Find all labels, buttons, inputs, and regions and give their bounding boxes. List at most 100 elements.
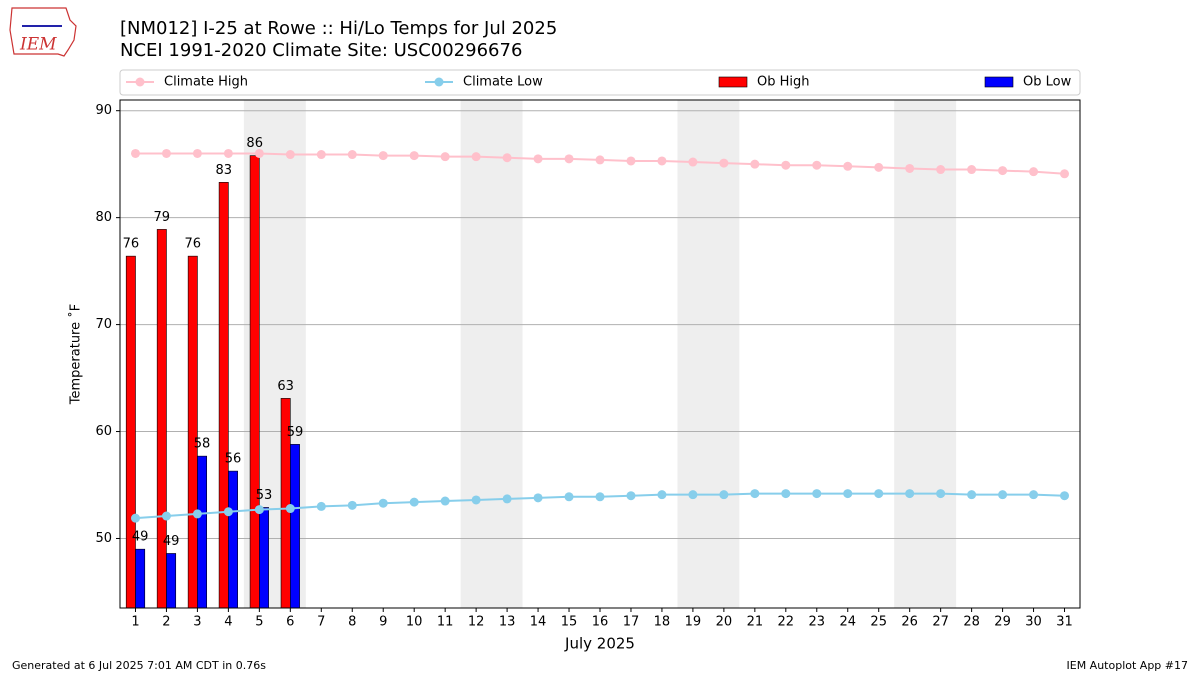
point	[285, 504, 295, 514]
y-tick-label: 50	[95, 531, 112, 546]
point	[223, 148, 233, 158]
data-label: 56	[225, 452, 242, 467]
bar	[187, 255, 198, 609]
data-label: 76	[123, 237, 140, 252]
x-tick-label: 3	[193, 615, 201, 630]
logo-text: IEM	[19, 35, 57, 55]
point	[595, 492, 605, 502]
y-tick-label: 70	[95, 317, 112, 332]
point	[781, 160, 791, 170]
point	[626, 156, 636, 166]
x-tick-label: 26	[901, 615, 918, 630]
point	[781, 489, 791, 499]
x-tick-label: 18	[654, 615, 671, 630]
y-tick-label: 90	[95, 103, 112, 118]
bar	[228, 470, 238, 609]
point	[626, 491, 636, 501]
bar	[290, 444, 300, 609]
point	[967, 165, 977, 175]
point	[347, 500, 357, 510]
point	[502, 153, 512, 163]
point	[1060, 491, 1070, 501]
x-tick-label: 10	[406, 615, 423, 630]
x-tick-label: 16	[592, 615, 609, 630]
x-tick-label: 9	[379, 615, 387, 630]
x-tick-label: 25	[870, 615, 887, 630]
legend-label: Climate Low	[463, 75, 543, 90]
x-tick-label: 13	[499, 615, 516, 630]
y-tick-label: 80	[95, 210, 112, 225]
point	[843, 161, 853, 171]
x-tick-label: 14	[530, 615, 547, 630]
data-label: 79	[154, 210, 171, 225]
point	[192, 509, 202, 519]
data-label: 59	[287, 425, 304, 440]
x-tick-label: 22	[778, 615, 795, 630]
point	[285, 150, 295, 160]
x-tick-label: 19	[685, 615, 702, 630]
bar	[197, 455, 208, 609]
point	[812, 489, 822, 499]
data-label: 58	[194, 437, 211, 452]
point	[688, 490, 698, 500]
point	[471, 495, 481, 505]
weekend-band	[677, 100, 740, 608]
legend-label: Ob Low	[1023, 75, 1072, 90]
point	[812, 160, 822, 170]
point	[998, 490, 1008, 500]
x-tick-label: 5	[255, 615, 263, 630]
x-tick-label: 6	[286, 615, 294, 630]
point	[905, 163, 915, 173]
data-label: 49	[163, 534, 180, 549]
point	[409, 497, 419, 507]
x-tick-label: 28	[963, 615, 980, 630]
legend-swatch	[984, 76, 1014, 88]
x-tick-label: 11	[437, 615, 454, 630]
point	[223, 507, 233, 517]
point	[936, 165, 946, 175]
x-tick-label: 29	[994, 615, 1011, 630]
bar	[156, 229, 167, 609]
x-tick-label: 30	[1025, 615, 1042, 630]
point	[564, 154, 574, 164]
logo-outline	[9, 7, 77, 57]
x-tick-label: 15	[561, 615, 578, 630]
bar	[135, 548, 146, 609]
legend-label: Ob High	[757, 75, 810, 90]
point	[347, 150, 357, 160]
point	[192, 148, 202, 158]
legend-marker	[135, 77, 145, 87]
x-tick-label: 31	[1056, 615, 1073, 630]
point	[1029, 490, 1039, 500]
plot-frame	[119, 99, 1081, 609]
data-label: 86	[246, 136, 263, 151]
point	[533, 493, 543, 503]
point	[409, 151, 419, 161]
point	[130, 148, 140, 158]
bar	[259, 507, 269, 609]
point	[843, 489, 853, 499]
footer-left: Generated at 6 Jul 2025 7:01 AM CDT in 0…	[12, 659, 266, 672]
point	[874, 162, 884, 172]
weekend-band	[894, 100, 957, 608]
point	[471, 152, 481, 162]
data-label: 53	[256, 488, 273, 503]
point	[874, 489, 884, 499]
point	[1060, 169, 1070, 179]
point	[316, 501, 326, 511]
point	[161, 148, 171, 158]
point	[502, 494, 512, 504]
point	[719, 158, 729, 168]
point	[905, 489, 915, 499]
x-tick-label: 27	[932, 615, 949, 630]
legend-swatch	[718, 76, 748, 88]
chart-subtitle: NCEI 1991-2020 Climate Site: USC00296676	[120, 40, 522, 61]
point	[936, 489, 946, 499]
y-tick-label: 60	[95, 424, 112, 439]
bar	[166, 553, 177, 609]
chart-title: [NM012] I-25 at Rowe :: Hi/Lo Temps for …	[120, 18, 557, 39]
data-label: 49	[132, 530, 149, 545]
x-tick-label: 24	[839, 615, 856, 630]
x-tick-label: 21	[747, 615, 764, 630]
x-tick-label: 4	[224, 615, 232, 630]
